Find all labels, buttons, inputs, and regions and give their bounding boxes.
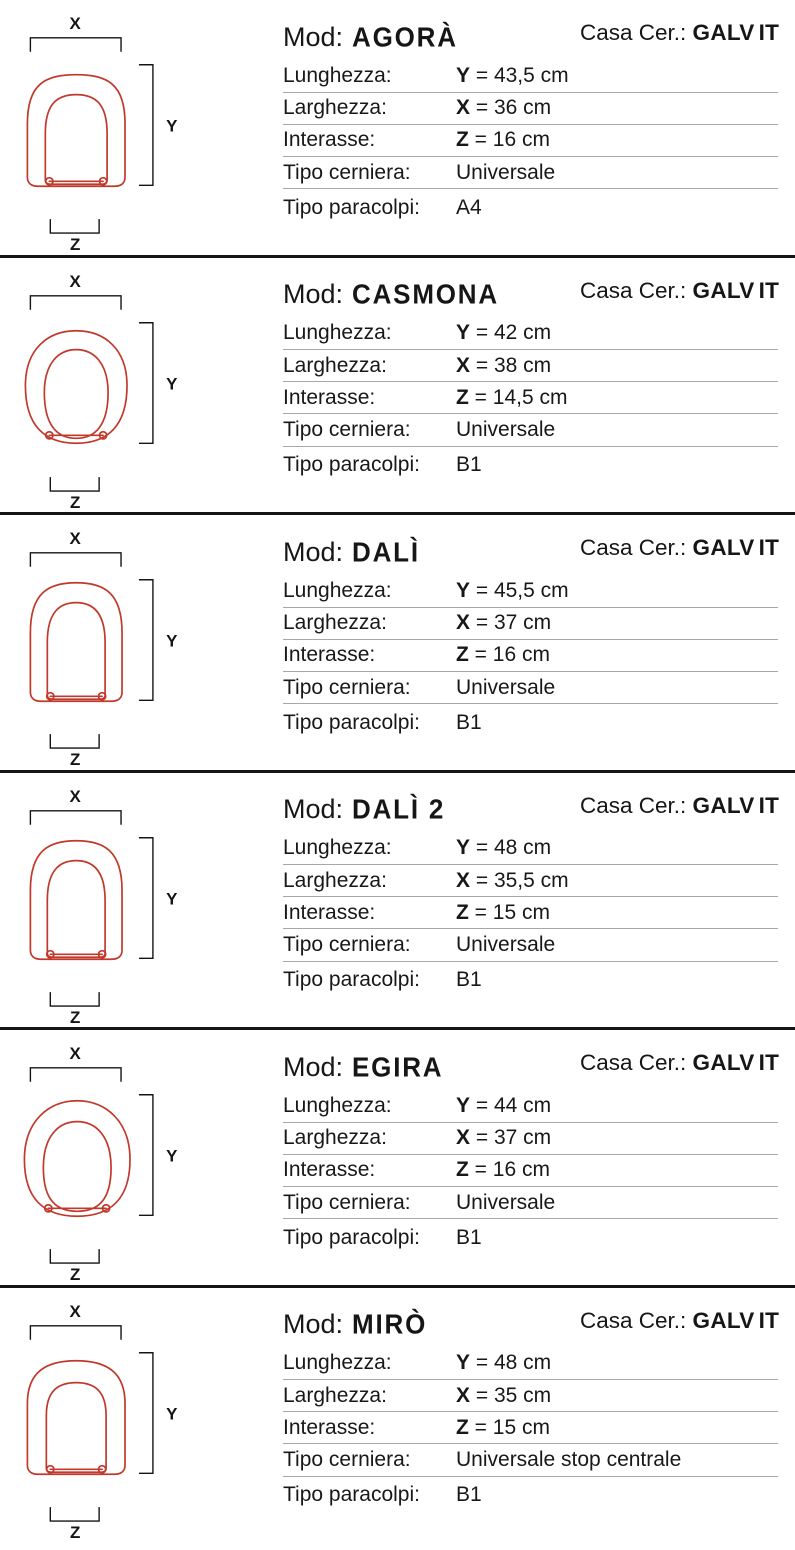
svg-text:Z: Z xyxy=(70,235,80,254)
svg-text:Y: Y xyxy=(166,374,178,393)
svg-text:Z: Z xyxy=(70,493,80,512)
svg-text:X: X xyxy=(70,1044,82,1063)
svg-text:Z: Z xyxy=(70,1008,80,1027)
svg-text:Z: Z xyxy=(70,1265,80,1284)
svg-text:Y: Y xyxy=(166,116,178,135)
svg-text:X: X xyxy=(70,529,82,548)
svg-text:X: X xyxy=(70,1301,82,1320)
svg-text:Y: Y xyxy=(166,631,178,650)
svg-text:Y: Y xyxy=(166,889,178,908)
svg-text:X: X xyxy=(70,14,82,33)
svg-text:Z: Z xyxy=(70,750,80,769)
svg-text:Y: Y xyxy=(166,1146,178,1165)
svg-text:Z: Z xyxy=(70,1523,80,1542)
svg-text:X: X xyxy=(70,786,82,805)
svg-text:X: X xyxy=(70,271,82,290)
svg-text:Y: Y xyxy=(166,1404,178,1423)
